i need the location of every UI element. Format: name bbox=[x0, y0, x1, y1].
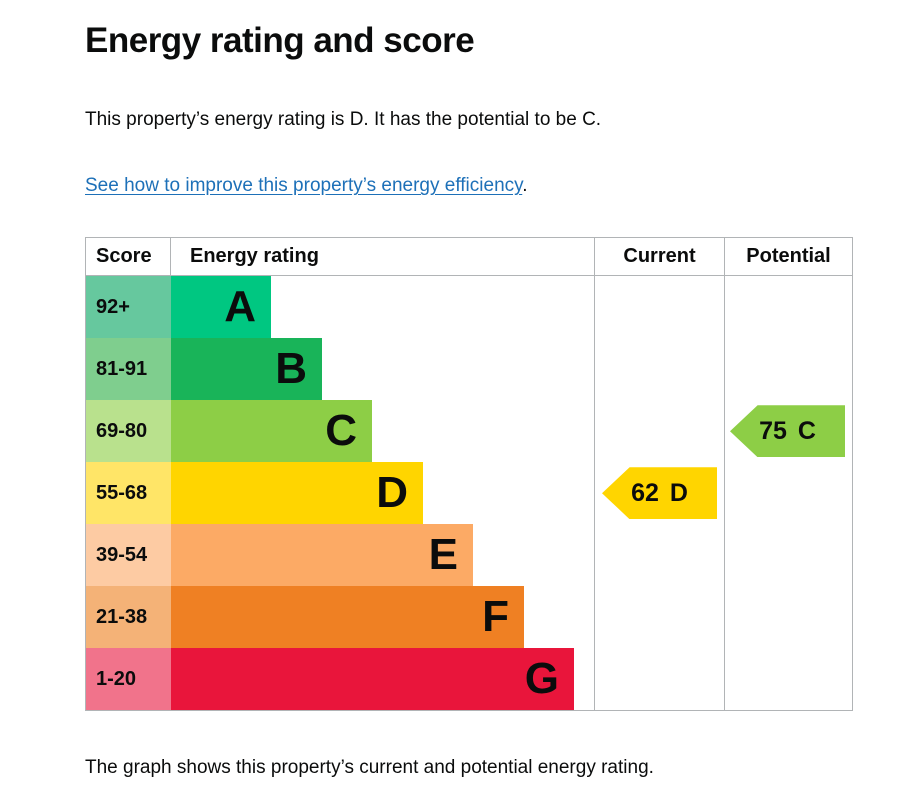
current-rating-arrow: 62 D bbox=[602, 467, 717, 520]
potential-column-cell bbox=[724, 276, 852, 339]
band-score-range: 69-80 bbox=[86, 400, 171, 463]
potential-band-letter: C bbox=[797, 416, 816, 445]
current-band-letter: D bbox=[669, 478, 688, 507]
band-score-range: 1-20 bbox=[86, 648, 171, 711]
band-row: 92+ A bbox=[86, 276, 852, 339]
potential-score-value: 75 bbox=[759, 416, 787, 445]
current-column-cell: 62 D bbox=[594, 462, 724, 525]
current-column-cell bbox=[594, 648, 724, 711]
intro-text: This property’s energy rating is D. It h… bbox=[85, 108, 602, 130]
potential-column-cell bbox=[724, 462, 852, 525]
band-rating-cell: C bbox=[171, 400, 594, 463]
band-score-range: 39-54 bbox=[86, 524, 171, 587]
potential-rating-arrow: 75 C bbox=[730, 405, 845, 458]
band-rating-cell: A bbox=[171, 276, 594, 339]
improve-link-line: See how to improve this property’s energ… bbox=[85, 175, 917, 197]
band-score-range: 81-91 bbox=[86, 338, 171, 401]
page-title: Energy rating and score bbox=[85, 21, 475, 60]
band-row: 55-68 D 62 D bbox=[86, 462, 852, 525]
potential-column-cell bbox=[724, 524, 852, 587]
current-column-cell bbox=[594, 524, 724, 587]
band-bar: D bbox=[171, 462, 423, 525]
band-bar: B bbox=[171, 338, 322, 401]
current-column-cell bbox=[594, 586, 724, 649]
header-current: Current bbox=[594, 238, 724, 276]
band-rating-cell: F bbox=[171, 586, 594, 649]
band-bar: C bbox=[171, 400, 372, 463]
band-row: 39-54 E bbox=[86, 524, 852, 587]
chart-header-row: Score Energy rating Current Potential bbox=[86, 238, 852, 277]
potential-column-cell: 75 C bbox=[724, 400, 852, 463]
band-score-range: 21-38 bbox=[86, 586, 171, 649]
link-period: . bbox=[522, 175, 528, 197]
energy-rating-chart: Score Energy rating Current Potential 92… bbox=[85, 237, 853, 712]
band-score-range: 92+ bbox=[86, 276, 171, 339]
current-column-cell bbox=[594, 338, 724, 401]
band-row: 69-80 C 75 C bbox=[86, 400, 852, 463]
band-rating-cell: D bbox=[171, 462, 594, 525]
band-rating-cell: B bbox=[171, 338, 594, 401]
chart-caption: The graph shows this property’s current … bbox=[85, 757, 654, 779]
band-rating-cell: G bbox=[171, 648, 594, 711]
band-score-range: 55-68 bbox=[86, 462, 171, 525]
band-row: 1-20 G bbox=[86, 648, 852, 711]
band-bar: E bbox=[171, 524, 473, 587]
chart-body: 92+ A 81-91 B 69-80 C 75 C bbox=[86, 276, 852, 711]
band-bar: A bbox=[171, 276, 271, 339]
band-rating-cell: E bbox=[171, 524, 594, 587]
header-score: Score bbox=[86, 238, 171, 276]
current-column-cell bbox=[594, 276, 724, 339]
header-potential: Potential bbox=[724, 238, 852, 276]
band-bar: F bbox=[171, 586, 524, 649]
page: Energy rating and score This property’s … bbox=[85, 21, 917, 779]
band-row: 81-91 B bbox=[86, 338, 852, 401]
potential-column-cell bbox=[724, 586, 852, 649]
band-bar: G bbox=[171, 648, 574, 711]
improve-efficiency-link[interactable]: See how to improve this property’s energ… bbox=[85, 175, 523, 197]
potential-column-cell bbox=[724, 648, 852, 711]
current-score-value: 62 bbox=[631, 478, 659, 507]
header-energy-rating: Energy rating bbox=[190, 245, 319, 268]
current-column-cell bbox=[594, 400, 724, 463]
potential-column-cell bbox=[724, 338, 852, 401]
band-row: 21-38 F bbox=[86, 586, 852, 649]
